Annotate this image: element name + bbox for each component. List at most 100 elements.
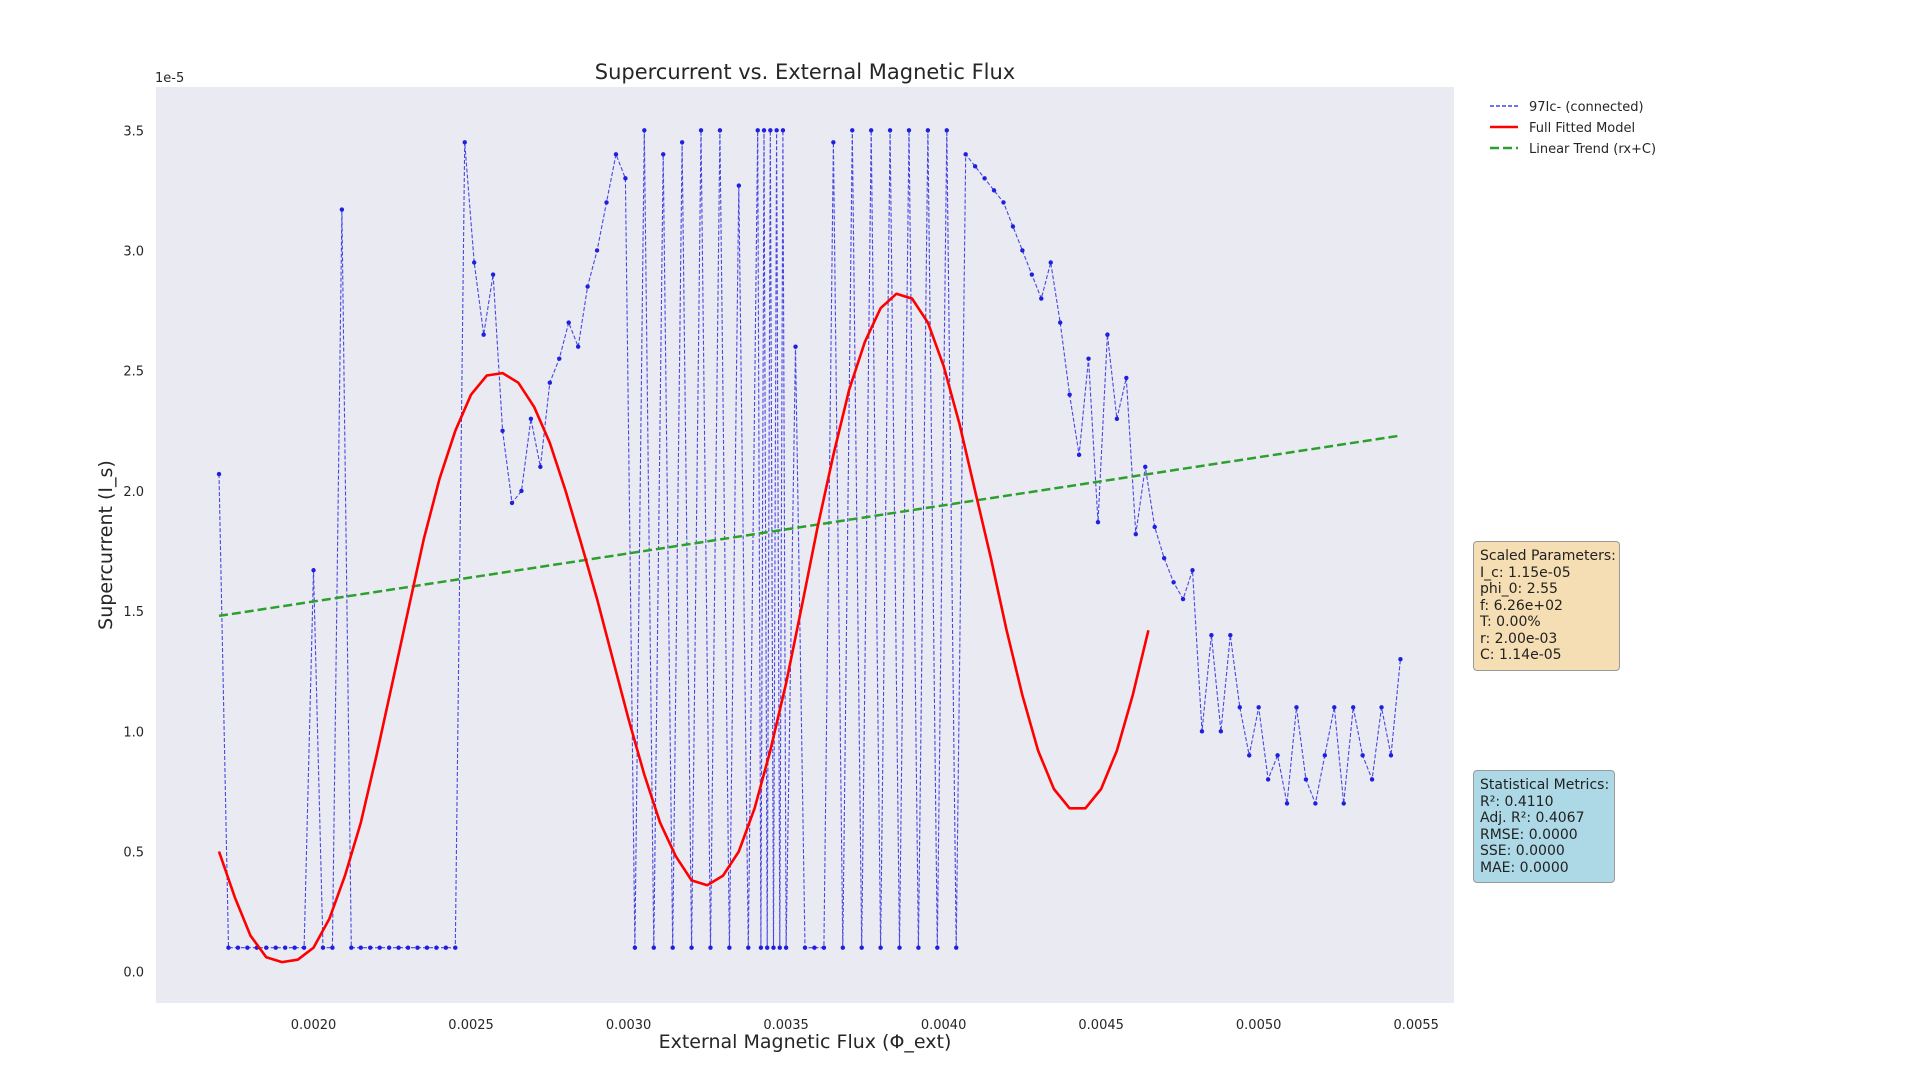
data-point: [273, 945, 278, 950]
box-line: Statistical Metrics:: [1480, 777, 1610, 793]
box-line: r: 2.00e-03: [1480, 630, 1558, 647]
x-tick-label: 0.0055: [1393, 1018, 1439, 1033]
data-point: [1180, 596, 1186, 602]
x-tick-label: 0.0020: [291, 1018, 337, 1033]
y-tick-label: 0.5: [123, 846, 144, 861]
y-tick-label: 1.0: [123, 725, 144, 740]
data-point: [1322, 753, 1328, 758]
data-point: [651, 945, 656, 950]
data-point: [349, 945, 354, 950]
data-point: [1247, 753, 1252, 758]
data-point: [1048, 260, 1053, 265]
legend-label: Linear Trend (rx+C): [1529, 142, 1656, 157]
box-line: phi_0: 2.55: [1480, 581, 1558, 597]
data-point: [661, 152, 666, 157]
data-point: [1284, 801, 1290, 806]
chart-title: Supercurrent vs. External Magnetic Flux: [595, 60, 1016, 84]
series-measured: [216, 128, 1403, 950]
data-point: [604, 200, 609, 205]
data-point: [471, 260, 477, 265]
data-point: [575, 344, 581, 349]
data-point: [906, 128, 912, 133]
legend-label: Full Fitted Model: [1529, 121, 1635, 136]
data-point: [557, 356, 562, 361]
data-point: [415, 945, 420, 950]
y-offset-label: 1e-5: [155, 71, 184, 86]
data-point: [368, 945, 373, 950]
data-point: [768, 128, 773, 133]
legend-label: 97Ic- (connected): [1529, 100, 1644, 115]
data-point: [443, 945, 449, 950]
data-point: [878, 945, 883, 950]
data-point: [758, 945, 764, 950]
data-point: [935, 945, 940, 950]
data-point: [453, 945, 458, 950]
data-point: [831, 140, 836, 145]
data-point: [301, 945, 307, 950]
x-tick-label: 0.0045: [1078, 1018, 1124, 1033]
plot-area: [156, 87, 1454, 1003]
data-point: [405, 945, 411, 950]
data-point: [802, 945, 808, 950]
box-line: RMSE: 0.0000: [1480, 826, 1578, 843]
data-point: [358, 945, 363, 950]
data-point: [1001, 200, 1006, 205]
data-point: [1294, 705, 1299, 710]
data-point: [708, 945, 713, 950]
data-point: [859, 945, 864, 950]
data-point: [490, 272, 496, 277]
data-point: [1152, 524, 1157, 530]
data-point: [1020, 248, 1025, 253]
data-point: [623, 176, 628, 181]
parameters-box: Scaled Parameters: I_c: 1.15e-05 phi_0: 2.…: [1473, 541, 1620, 671]
data-point: [481, 332, 486, 337]
y-tick-label: 3.0: [123, 244, 144, 259]
data-point: [264, 945, 269, 950]
box-line: f: 6.26e+02: [1480, 597, 1563, 614]
data-point: [339, 207, 345, 212]
data-point: [320, 945, 326, 950]
data-point: [821, 945, 827, 950]
data-point: [746, 945, 751, 950]
data-point: [972, 164, 978, 169]
data-point: [424, 945, 430, 950]
data-point: [566, 320, 571, 325]
data-point: [982, 176, 987, 181]
data-point: [727, 945, 732, 950]
data-point: [462, 140, 467, 145]
data-point: [538, 464, 543, 470]
data-point: [386, 945, 392, 950]
data-point: [1313, 801, 1318, 806]
data-point: [897, 945, 902, 950]
data-point: [282, 945, 288, 950]
data-point: [235, 945, 241, 950]
x-tick-label: 0.0035: [763, 1018, 809, 1033]
data-point: [1265, 777, 1271, 782]
box-line: Scaled Parameters:: [1480, 548, 1616, 564]
data-point: [755, 128, 760, 133]
data-point: [1067, 392, 1072, 397]
data-point: [1369, 777, 1375, 782]
box-line: R²: 0.4110: [1480, 793, 1554, 810]
data-point: [1275, 753, 1280, 758]
data-point: [613, 152, 619, 157]
data-point: [1105, 332, 1110, 337]
data-point: [698, 128, 704, 133]
data-point: [1010, 224, 1016, 229]
metrics-box: Statistical Metrics: R²: 0.4110 Adj. R²: 0…: [1473, 770, 1615, 883]
data-point: [1124, 375, 1129, 381]
data-point: [216, 471, 222, 477]
data-point: [887, 128, 893, 133]
data-point: [519, 488, 524, 494]
x-tick-label: 0.0050: [1236, 1018, 1282, 1033]
data-point: [840, 945, 846, 950]
data-point: [761, 128, 767, 133]
y-axis-label: Supercurrent (I_s): [95, 460, 117, 630]
box-line: SSE: 0.0000: [1480, 843, 1565, 859]
data-point: [330, 945, 335, 950]
data-point: [1086, 356, 1091, 361]
data-point: [736, 183, 742, 188]
data-point: [679, 140, 685, 145]
data-point: [963, 152, 968, 157]
data-point: [1095, 519, 1101, 525]
